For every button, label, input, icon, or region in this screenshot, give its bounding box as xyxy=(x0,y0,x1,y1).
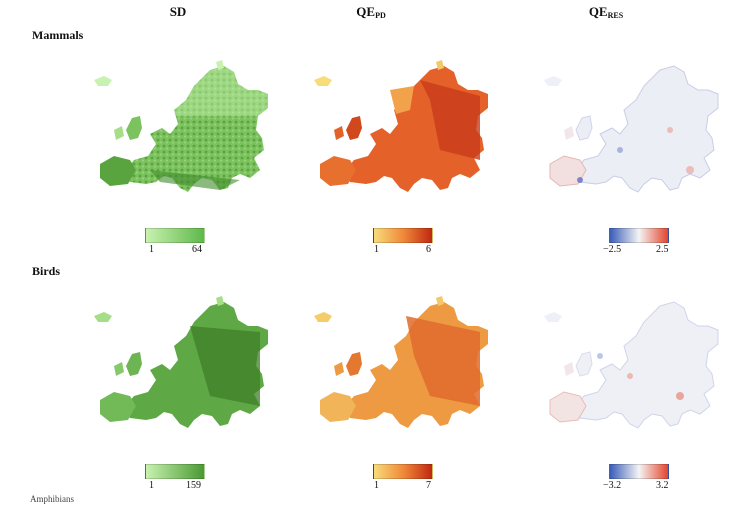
map-mammals-qepd xyxy=(314,60,488,192)
row-label-mammals: Mammals xyxy=(32,28,84,42)
column-header-qepd-sub: PD xyxy=(375,11,386,20)
legend-mammals-sd-min: 1 xyxy=(149,244,154,255)
next-row-label-amphibians: Amphibians xyxy=(30,494,74,504)
legend-birds-qeres-max: 3.2 xyxy=(656,480,669,491)
map-mammals-sd xyxy=(94,60,268,192)
legend-birds-qeres xyxy=(609,464,669,479)
legend-mammals-sd-max: 64 xyxy=(192,244,202,255)
column-header-sd: SD xyxy=(118,4,238,20)
column-header-qeres: QERES xyxy=(546,4,666,20)
legend-mammals-qeres-min: −2.5 xyxy=(603,244,622,255)
legend-mammals-qepd xyxy=(373,228,433,243)
legend-mammals-qepd-min: 1 xyxy=(374,244,379,255)
legend-birds-qepd xyxy=(373,464,433,479)
column-header-sd-main: SD xyxy=(169,4,187,19)
legend-mammals-sd xyxy=(145,228,205,243)
legend-birds-qepd-min: 1 xyxy=(374,480,379,491)
legend-birds-sd xyxy=(145,464,205,479)
column-header-qeres-main: QE xyxy=(588,4,608,19)
legend-birds-sd-min: 1 xyxy=(149,480,154,491)
legend-birds-qepd-max: 7 xyxy=(426,480,431,491)
map-mammals-qeres xyxy=(544,65,719,193)
map-birds-sd xyxy=(94,296,268,428)
column-header-qepd-main: QE xyxy=(356,4,376,19)
legend-birds-sd-max: 159 xyxy=(186,480,201,491)
legend-mammals-qeres-max: 2.5 xyxy=(656,244,669,255)
map-birds-qeres xyxy=(544,301,719,429)
legend-birds-qeres-min: −3.2 xyxy=(603,480,622,491)
map-birds-qepd xyxy=(314,296,488,428)
column-header-qeres-sub: RES xyxy=(607,11,624,20)
legend-mammals-qeres xyxy=(609,228,669,243)
legend-mammals-qepd-max: 6 xyxy=(426,244,431,255)
row-label-birds: Birds xyxy=(32,264,61,278)
column-header-qepd: QEPD xyxy=(311,4,431,20)
